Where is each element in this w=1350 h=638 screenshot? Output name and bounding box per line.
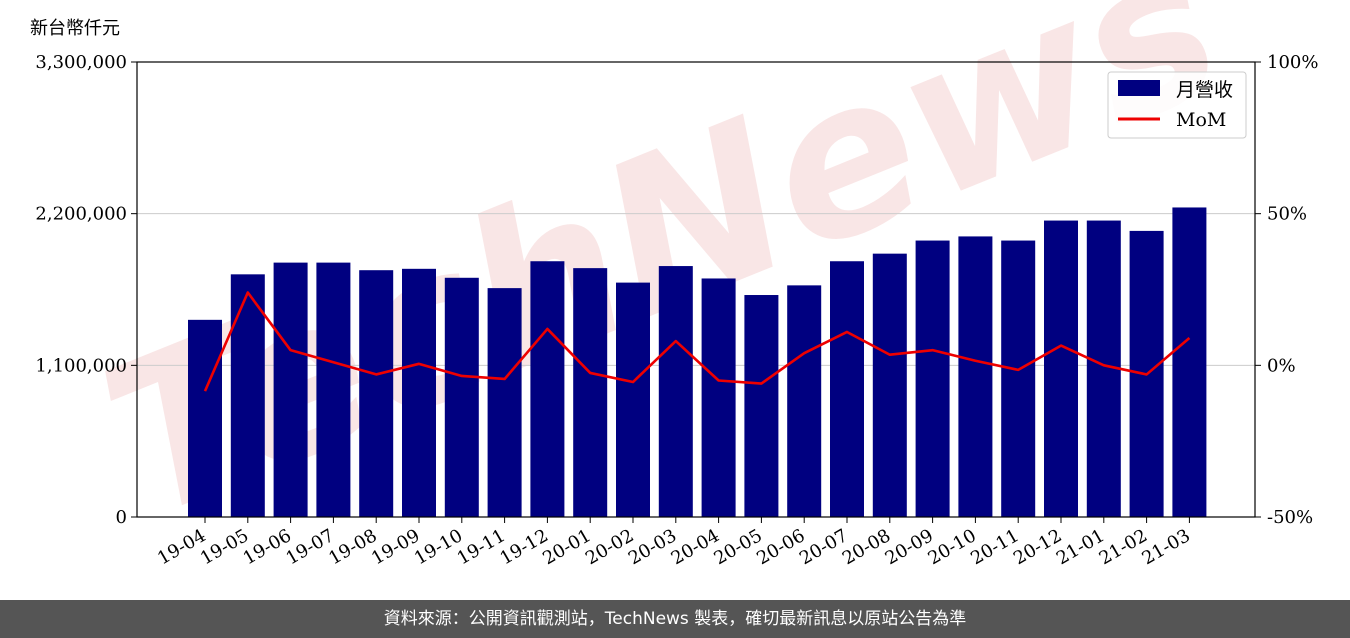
- x-tick-label: 19-10: [411, 525, 466, 569]
- right-tick-label: 0%: [1267, 355, 1296, 376]
- source-footer: 資料來源：公開資訊觀測站，TechNews 製表，確切最新訊息以原站公告為準: [0, 600, 1350, 638]
- x-tick-label: 20-01: [539, 525, 594, 569]
- left-tick-label: 2,200,000: [35, 204, 127, 225]
- bar-19-10: [444, 277, 479, 517]
- bar-series: [188, 207, 1207, 517]
- bar-20-08: [872, 253, 907, 517]
- bar-20-07: [830, 261, 864, 517]
- bar-19-08: [359, 270, 394, 517]
- bar-20-02: [616, 282, 650, 517]
- mom-line: [203, 291, 1191, 392]
- x-tick-label: 20-06: [753, 525, 808, 569]
- bar-20-05: [744, 295, 779, 517]
- x-tick-label: 20-10: [924, 525, 979, 569]
- bar-20-06: [787, 285, 822, 517]
- left-tick-label: 3,300,000: [35, 52, 127, 73]
- legend-label-revenue: 月營收: [1176, 79, 1233, 101]
- x-tick-label: 21-03: [1138, 525, 1193, 569]
- mom-line-series: [203, 291, 1191, 392]
- bar-19-04: [188, 319, 222, 517]
- bar-19-09: [402, 268, 436, 517]
- x-tick-label: 20-08: [839, 525, 894, 569]
- bar-20-01: [573, 268, 608, 517]
- x-tick-label: 19-08: [325, 525, 380, 569]
- left-axis: 0 1,100,000 2,200,000 3,300,000: [35, 52, 137, 528]
- bar-21-03: [1172, 207, 1207, 517]
- x-tick-label: 20-04: [668, 525, 723, 569]
- legend: 月營收 MoM: [1107, 71, 1247, 139]
- x-tick-label: 20-09: [882, 525, 937, 569]
- bar-19-07: [316, 262, 351, 517]
- bar-20-12: [1044, 220, 1078, 517]
- bar-20-03: [658, 266, 693, 517]
- left-tick-label: 0: [116, 507, 127, 528]
- bar-20-10: [958, 236, 993, 517]
- x-tick-label: 19-07: [282, 525, 337, 569]
- x-tick-label: 19-12: [496, 525, 551, 569]
- x-tick-label: 20-05: [710, 525, 765, 569]
- x-tick-label: 20-12: [1010, 525, 1065, 569]
- bar-20-11: [1001, 240, 1036, 517]
- right-tick-label: 50%: [1267, 204, 1307, 225]
- bar-20-04: [701, 278, 736, 517]
- x-tick-label: 20-02: [582, 525, 637, 569]
- x-tick-label: 20-03: [625, 525, 680, 569]
- right-tick-label: 100%: [1267, 52, 1318, 73]
- x-axis: 19-0419-0519-0619-0719-0819-0919-1019-11…: [154, 517, 1194, 569]
- legend-label-mom: MoM: [1176, 109, 1226, 131]
- x-tick-label: 20-07: [796, 525, 851, 569]
- bar-19-05: [230, 274, 265, 517]
- legend-swatch-revenue: [1118, 80, 1160, 96]
- x-tick-label: 20-11: [967, 525, 1022, 569]
- x-tick-label: 21-02: [1096, 525, 1151, 569]
- bar-19-11: [487, 288, 522, 517]
- right-tick-label: -50%: [1267, 507, 1313, 528]
- right-axis: -50% 0% 50% 100%: [1255, 52, 1318, 528]
- x-tick-label: 21-01: [1053, 525, 1108, 569]
- x-tick-label: 19-11: [454, 525, 509, 569]
- plot-frame: [136, 61, 1256, 518]
- bar-20-09: [915, 240, 950, 517]
- x-tick-label: 19-09: [368, 525, 423, 569]
- bar-19-12: [530, 261, 565, 517]
- y-unit-label: 新台幣仟元: [30, 18, 120, 39]
- left-tick-label: 1,100,000: [35, 355, 127, 376]
- bar-19-06: [273, 262, 308, 517]
